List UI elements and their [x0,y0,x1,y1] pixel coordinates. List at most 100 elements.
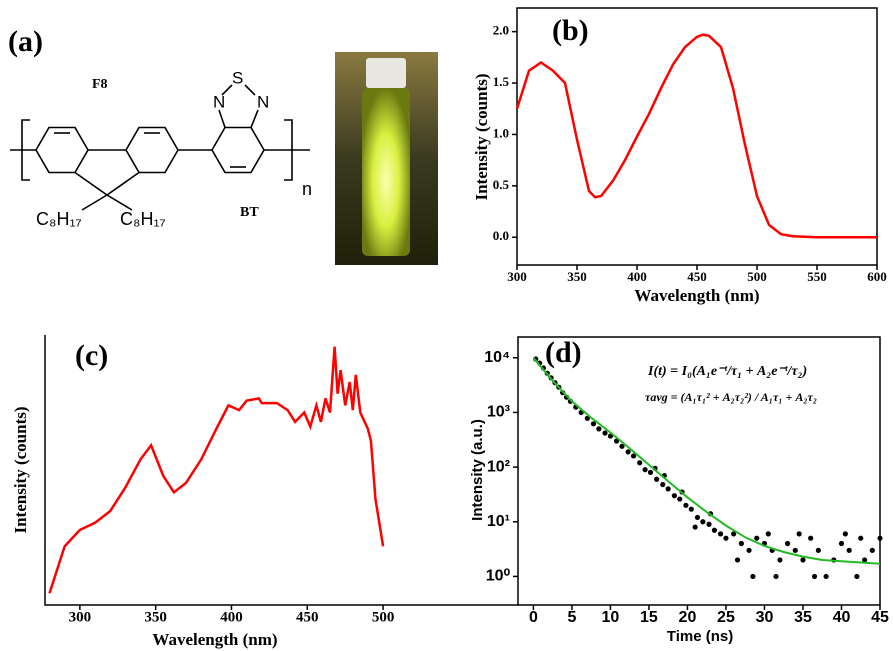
x-tick-label: 15 [640,609,658,626]
data-point [746,547,752,553]
data-point [750,573,756,580]
x-tick-label: 550 [807,269,827,284]
y-tick-label: 10³ [487,404,510,421]
data-point [784,540,791,547]
f8-label: F8 [92,77,108,92]
panel-a: (a) F8 BT N S N n C₈H₁₇ C₈H₁₇ [8,25,438,265]
x-tick-label: 40 [833,609,851,626]
data-point [792,547,798,553]
data-point [800,557,806,563]
data-point [665,486,671,492]
data-point [869,547,875,553]
atom-label: N [257,92,269,111]
data-point [602,430,608,436]
data-point [677,496,683,502]
data-point [765,531,771,537]
x-tick-label: 350 [144,609,167,625]
equation: I(t) = I₀(A₁e⁻ᵗ/τ₁ + A₂e⁻ᵗ/τ₂) [647,364,807,379]
data-point [717,531,724,537]
y-axis-label: Intensity (a.u.) [469,419,486,521]
vial-photo [335,52,438,265]
data-point [630,453,637,459]
data-point [642,467,648,473]
data-point [861,557,868,563]
data-line [48,346,385,594]
axis-line [44,335,518,606]
data-point [700,519,706,525]
x-tick-label: 500 [372,609,395,625]
x-axis-label: Wavelength (nm) [152,630,277,649]
data-point [877,535,883,541]
structure [10,84,310,211]
data-point [692,524,698,530]
x-tick-label: 600 [867,269,887,284]
y-tick-label: 2.0 [493,23,509,38]
atom-label: N [213,92,225,111]
y-tick-label: 1.0 [493,125,509,140]
data-point [723,535,729,541]
data-point [706,521,712,527]
data-point [731,531,737,537]
repeat-label: n [302,179,312,199]
x-axis-label: Time (ns) [667,628,733,645]
data-point [654,476,660,482]
data-point [796,531,802,537]
x-tick-label: 25 [717,609,735,626]
x-tick-label: 450 [687,269,707,284]
x-tick-label: 400 [627,269,647,284]
data-point [660,481,666,488]
chain-label: C₈H₁₇ [120,209,166,229]
data-point [694,514,701,521]
y-axis-label: Intensity (counts) [472,73,491,200]
y-tick-label: 10⁴ [484,349,510,366]
data-point [815,547,821,553]
panel-label: (c) [75,339,108,372]
y-tick-label: 1.5 [493,74,510,89]
data-line [515,33,877,239]
data-point [711,527,718,533]
x-axis-label: Wavelength (nm) [634,286,759,305]
data-point [754,535,760,541]
panel-label: (a) [8,25,43,58]
data-point [688,506,694,512]
data-point [596,426,602,432]
data-point [808,535,814,541]
data-point [734,557,741,563]
x-tick-label: 10 [602,609,620,626]
bt-label: BT [240,205,259,220]
atom-label: S [232,68,243,87]
data-point [858,535,864,541]
panel-label: (b) [552,14,589,47]
y-axis-label: Intensity (counts) [11,406,30,533]
data-point [811,573,818,580]
x-tick-label: 20 [679,609,697,626]
data-point [773,573,779,580]
x-tick-label: 400 [220,609,243,625]
data-point [777,557,783,563]
data-point [846,547,852,553]
data-point [590,421,597,427]
x-tick-label: 350 [567,269,587,284]
data-point [683,502,689,508]
x-tick-label: 45 [871,609,889,626]
data-point [671,493,677,499]
y-tick-label: 0.0 [493,228,509,243]
plot-frame [517,336,881,606]
data-point [619,443,625,449]
y-tick-label: 10² [487,458,510,475]
y-tick-label: 0.5 [493,177,510,192]
data-point [584,415,590,421]
x-tick-label: 300 [69,609,92,625]
x-tick-label: 5 [567,609,576,626]
data-point [647,469,654,475]
chain-label: C₈H₁₇ [36,209,82,229]
panel-label: (d) [545,336,582,369]
data-point [842,531,848,537]
x-tick-label: 0 [529,609,538,626]
equation: τavg = (A₁τ₁² + A₂τ₂²) / A₁τ₁ + A₂τ₂ [645,390,817,404]
fit-line [532,357,881,565]
data-point [854,573,860,580]
data-point [637,460,643,466]
x-tick-label: 500 [747,269,767,284]
data-point [838,540,845,547]
